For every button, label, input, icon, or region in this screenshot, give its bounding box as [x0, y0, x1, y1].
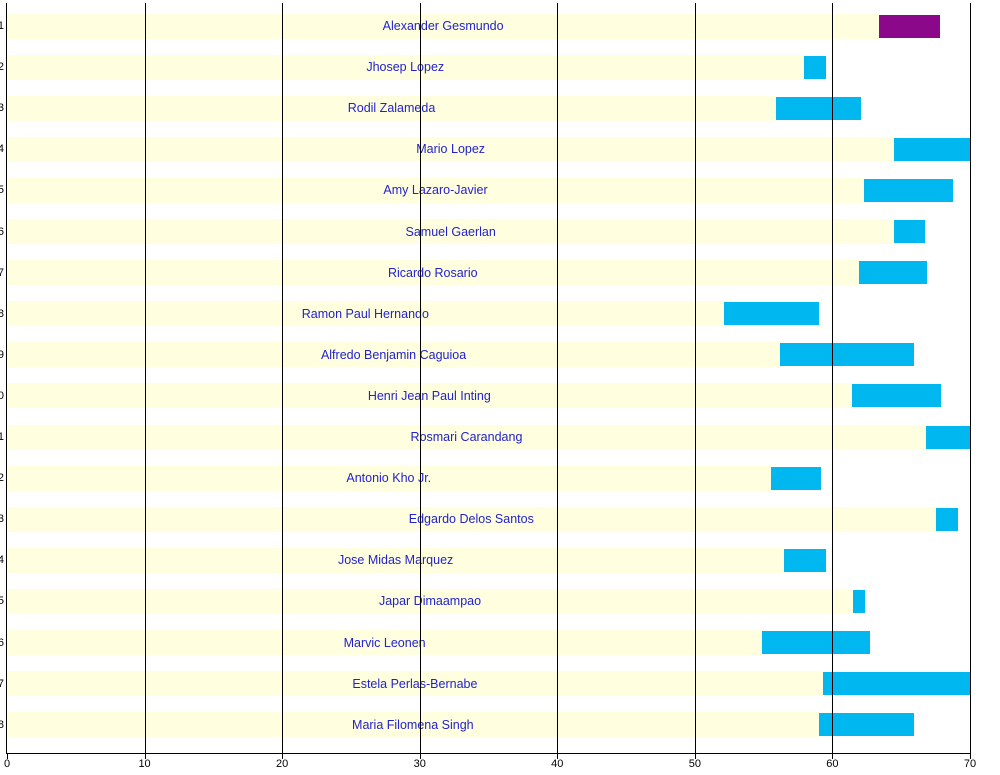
x-tick-mark	[282, 753, 283, 759]
x-tick-mark	[695, 753, 696, 759]
y-tick-label: 7	[0, 266, 4, 279]
y-tick-label: 10	[0, 389, 4, 402]
row-lead-band	[8, 712, 819, 738]
row-lead-band	[8, 342, 781, 368]
row-lead-band	[8, 630, 763, 655]
row-lead-band	[8, 506, 936, 532]
row-lead-band	[8, 671, 823, 697]
x-tick-mark	[420, 753, 421, 759]
row-bar	[770, 466, 822, 490]
x-tick-mark	[7, 753, 8, 759]
row-bar	[879, 14, 940, 38]
row-lead-band	[8, 301, 724, 327]
row-bar	[851, 384, 942, 408]
y-tick-label: 6	[0, 225, 4, 238]
y-tick-label: 14	[0, 554, 4, 567]
row-label: Marvic Leonen	[343, 635, 426, 650]
row-label: Mario Lopez	[416, 142, 486, 157]
x-tick-label: 50	[688, 758, 701, 770]
row-label: Amy Lazaro-Javier	[383, 183, 488, 198]
y-tick-label: 17	[0, 677, 4, 690]
row-bar	[762, 631, 870, 654]
row-lead-band	[8, 465, 771, 491]
row-bar	[853, 589, 866, 613]
y-tick-label: 1	[0, 20, 4, 32]
row-lead-band	[8, 588, 854, 614]
y-tick-label: 13	[0, 513, 4, 526]
x-tick-mark	[557, 753, 558, 759]
row-lead-band	[8, 177, 865, 203]
row-bar	[776, 96, 862, 120]
row-label: Estela Perlas-Bernabe	[352, 676, 478, 691]
x-tick-label: 60	[826, 758, 839, 770]
gridline	[282, 3, 283, 753]
row-bar	[818, 713, 914, 737]
row-lead-band	[8, 95, 777, 121]
row-label: Jhosep Lopez	[366, 60, 445, 75]
y-tick-label: 18	[0, 718, 4, 731]
x-axis-line	[6, 753, 971, 754]
row-lead-band	[8, 547, 785, 573]
row-lead-band	[8, 219, 895, 244]
x-tick-mark	[970, 753, 971, 759]
gridline	[557, 3, 558, 753]
row-bar	[723, 302, 819, 326]
x-tick-mark	[145, 753, 146, 759]
y-tick-label: 12	[0, 472, 4, 485]
row-lead-band	[8, 424, 926, 450]
row-label: Antonio Kho Jr.	[346, 471, 432, 486]
row-label: Alfredo Benjamin Caguioa	[320, 347, 467, 362]
row-bar	[925, 425, 970, 449]
row-label: Alexander Gesmundo	[382, 19, 504, 33]
row-label: Henri Jean Paul Inting	[367, 388, 491, 403]
row-bar	[935, 507, 958, 531]
row-label: Maria Filomena Singh	[352, 717, 474, 732]
x-tick-mark	[832, 753, 833, 759]
gridline	[145, 3, 146, 753]
x-tick-label: 70	[963, 758, 977, 770]
row-bar	[784, 548, 826, 572]
y-tick-label: 8	[0, 307, 4, 320]
y-tick-label: 3	[0, 102, 4, 115]
gridline	[695, 3, 696, 753]
row-lead-band	[8, 383, 852, 409]
row-label: Ricardo Rosario	[387, 265, 478, 280]
y-tick-label: 16	[0, 636, 4, 649]
y-tick-label: 5	[0, 184, 4, 197]
row-lead-band	[8, 54, 804, 80]
row-bar	[894, 220, 925, 243]
row-bar	[822, 672, 970, 696]
x-tick-label: 10	[138, 758, 151, 770]
y-tick-label: 9	[0, 348, 4, 361]
gridline	[420, 3, 421, 753]
row-label: Jose Midas Marquez	[337, 553, 454, 568]
x-tick-label: 20	[276, 758, 289, 770]
row-label: Samuel Gaerlan	[405, 224, 496, 239]
x-tick-label: 0	[3, 758, 11, 770]
gridline	[832, 3, 833, 753]
row-label: Ramon Paul Hernando	[301, 306, 429, 321]
x-tick-label: 40	[551, 758, 564, 770]
y-tick-label: 15	[0, 595, 4, 608]
row-lead-band	[8, 260, 859, 286]
row-bar	[803, 55, 826, 79]
y-axis-line	[6, 3, 7, 753]
row-label: Edgardo Delos Santos	[408, 512, 534, 527]
y-tick-label: 2	[0, 61, 4, 74]
gridline	[970, 3, 971, 753]
row-lead-band	[8, 13, 880, 39]
x-tick-label: 30	[413, 758, 426, 770]
row-bar	[894, 137, 970, 161]
row-lead-band	[8, 136, 895, 162]
y-tick-label: 11	[0, 431, 4, 443]
y-tick-label: 4	[0, 143, 4, 156]
row-bar	[780, 343, 914, 367]
row-label: Rosmari Carandang	[410, 430, 523, 444]
row-label: Japar Dimaampao	[378, 594, 482, 609]
row-label: Rodil Zalameda	[347, 101, 436, 116]
row-bar	[858, 261, 928, 285]
row-bar	[864, 178, 954, 202]
